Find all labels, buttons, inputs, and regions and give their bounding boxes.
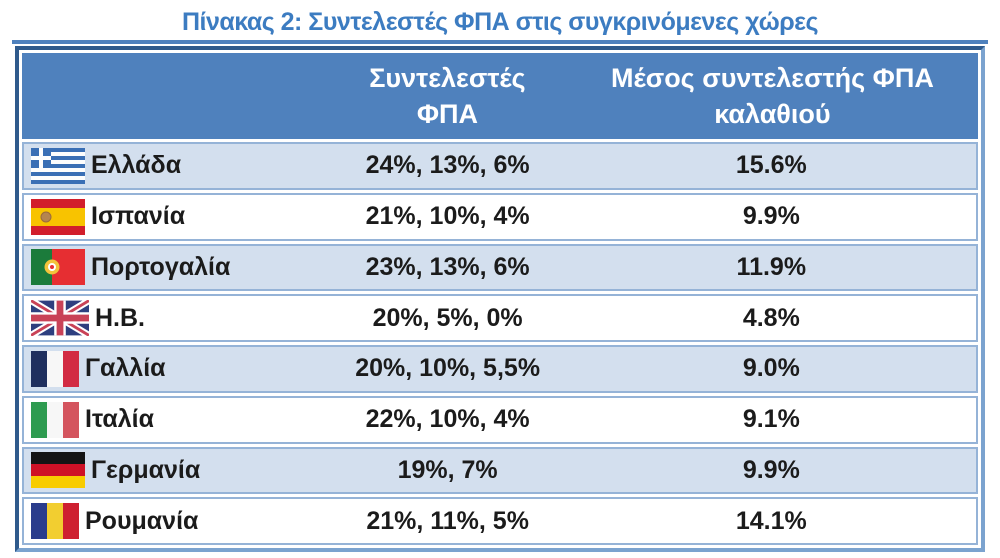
table-row: Ρουμανία 21%, 11%, 5% 14.1% — [22, 497, 978, 545]
country-name: Πορτογαλία — [91, 252, 231, 281]
table-row: Ισπανία 21%, 10%, 4% 9.9% — [22, 192, 978, 241]
vat-rates-cell: 19%, 7% — [397, 455, 498, 484]
table-row: Ιταλία 22%, 10%, 4% 9.1% — [22, 395, 978, 444]
table-row: Γερμανία 19%, 7% 9.9% — [22, 446, 978, 495]
vat-rates-cell: 23%, 13%, 6% — [365, 252, 530, 281]
vat-rates-cell: 21%, 10%, 4% — [365, 202, 530, 231]
country-cell: Πορτογαλία — [24, 246, 329, 290]
country-cell: Ισπανία — [24, 195, 329, 239]
france-flag-icon — [31, 350, 79, 387]
header-rates-line2: ΦΠΑ — [416, 99, 478, 129]
table-body: Ελλάδα 24%, 13%, 6% 15.6% Ισπανία 21%, 1… — [22, 142, 978, 545]
avg-vat-cell: 14.1% — [735, 506, 807, 535]
country-cell: Ιταλία — [24, 398, 329, 442]
country-cell: Γερμανία — [24, 449, 329, 493]
avg-vat-cell: 9.9% — [742, 455, 800, 484]
avg-vat-cell: 15.6% — [735, 151, 807, 180]
vat-table: Συντελεστές ΦΠΑ Μέσος συντελεστής ΦΠΑ κα… — [15, 46, 985, 552]
header-rates-line1: Συντελεστές — [369, 63, 526, 93]
header-avg-line1: Μέσος συντελεστής ΦΠΑ — [611, 63, 934, 93]
header-col-avg: Μέσος συντελεστής ΦΠΑ καλαθιού — [567, 60, 978, 132]
avg-vat-cell: 9.9% — [742, 202, 800, 231]
page-title: Πίνακας 2: Συντελεστές ΦΠΑ στις συγκρινό… — [181, 8, 819, 36]
country-cell: Η.Β. — [24, 296, 329, 340]
country-cell: Ελλάδα — [24, 144, 329, 188]
country-name: Ρουμανία — [85, 506, 199, 535]
country-cell: Γαλλία — [24, 347, 329, 391]
portugal-flag-icon — [31, 249, 85, 286]
country-name: Ιταλία — [85, 405, 154, 434]
country-name: Ισπανία — [91, 202, 186, 231]
avg-vat-cell: 4.8% — [742, 303, 800, 332]
avg-vat-cell: 9.0% — [742, 354, 800, 383]
title-rule — [12, 40, 988, 44]
germany-flag-icon — [31, 452, 85, 489]
romania-flag-icon — [31, 503, 79, 540]
table-row: Η.Β. 20%, 5%, 0% 4.8% — [22, 294, 978, 342]
spain-flag-icon — [31, 198, 85, 235]
table-header: Συντελεστές ΦΠΑ Μέσος συντελεστής ΦΠΑ κα… — [22, 53, 978, 139]
country-name: Γαλλία — [85, 354, 166, 383]
avg-vat-cell: 11.9% — [736, 252, 807, 281]
table-row: Γαλλία 20%, 10%, 5,5% 9.0% — [22, 345, 978, 393]
vat-rates-cell: 24%, 13%, 6% — [365, 151, 530, 180]
vat-rates-cell: 21%, 11%, 5% — [366, 506, 529, 535]
country-cell: Ρουμανία — [24, 499, 329, 543]
avg-vat-cell: 9.1% — [742, 405, 800, 434]
italy-flag-icon — [31, 401, 79, 438]
vat-rates-cell: 20%, 5%, 0% — [372, 303, 523, 332]
header-col-rates: Συντελεστές ΦΠΑ — [328, 60, 567, 132]
country-name: Γερμανία — [91, 455, 201, 484]
table-row: Ελλάδα 24%, 13%, 6% 15.6% — [22, 142, 978, 190]
country-name: Ελλάδα — [91, 151, 182, 180]
vat-rates-cell: 22%, 10%, 4% — [365, 405, 530, 434]
uk-flag-icon — [31, 300, 89, 337]
vat-rates-cell: 20%, 10%, 5,5% — [355, 354, 541, 383]
header-avg-line2: καλαθιού — [714, 99, 831, 129]
country-name: Η.Β. — [95, 303, 145, 332]
greece-flag-icon — [31, 147, 85, 184]
table-row: Πορτογαλία 23%, 13%, 6% 11.9% — [22, 243, 978, 292]
